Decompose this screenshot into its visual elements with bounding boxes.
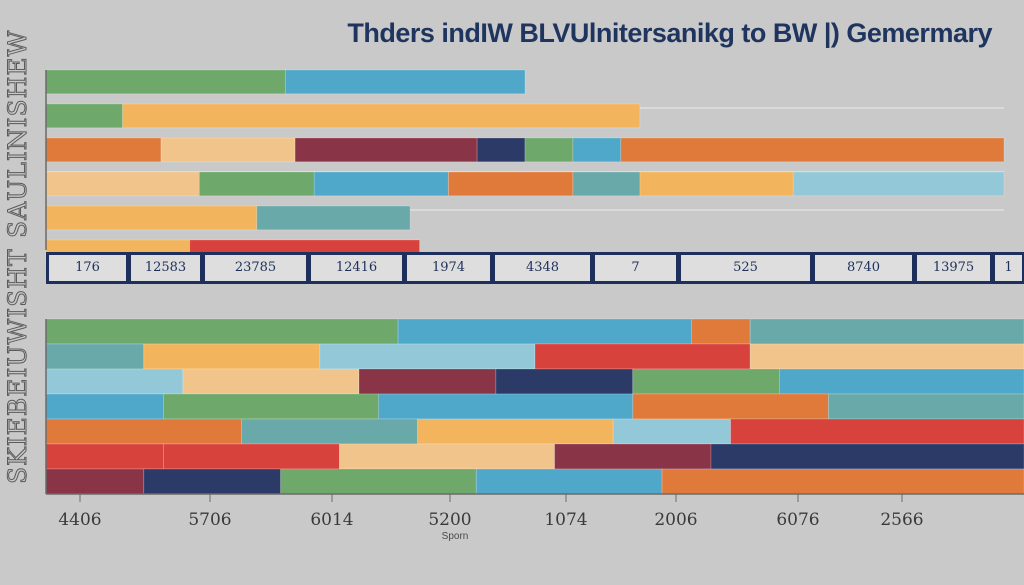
bar-segment — [534, 343, 751, 370]
bar-segment — [417, 418, 614, 445]
strip-label: 23785 — [205, 255, 308, 281]
bar-segment — [572, 171, 641, 197]
bar-segment — [495, 368, 634, 395]
bar-segment — [45, 443, 164, 470]
chart-title: Thders indIW BLVUlnitersanikg to BW |) G… — [347, 18, 992, 48]
strip-label: 12416 — [311, 255, 404, 281]
bar-segment — [45, 69, 286, 95]
x-tick-label: 4406 — [58, 510, 102, 530]
bar-segment — [476, 137, 526, 163]
bar-segment — [162, 443, 340, 470]
bar-segment — [749, 343, 1024, 370]
bar-segment — [338, 443, 555, 470]
bar-segment — [160, 137, 296, 163]
bar-segment — [749, 318, 1024, 345]
strip-label: 525 — [681, 255, 812, 281]
bar-segment — [554, 443, 712, 470]
bar-segment — [198, 171, 315, 197]
bar-segment — [475, 468, 663, 495]
x-tick-label: 1074 — [544, 510, 588, 530]
bar-segment — [45, 318, 399, 345]
bar-segment — [632, 368, 780, 395]
bar-segment — [612, 418, 732, 445]
x-tick-label: 6014 — [310, 510, 354, 530]
strip-label: 12583 — [131, 255, 202, 281]
bar-segment — [828, 393, 1024, 420]
bar-segment — [661, 468, 1024, 495]
bar-segment — [620, 137, 1005, 163]
x-tick-label: 5200 — [428, 510, 472, 530]
bar-segment — [378, 393, 634, 420]
bar-segment — [397, 318, 692, 345]
strip-label: 1974 — [407, 255, 492, 281]
value-strip: 176 12583 23785 12416 1974 4348 7 525 8740 13975 1 — [46, 252, 1024, 284]
strip-label: 7 — [595, 255, 678, 281]
bar-segment — [319, 343, 536, 370]
bar-segment — [632, 393, 829, 420]
bar-segment — [143, 468, 282, 495]
strip-label: 8740 — [815, 255, 914, 281]
bar-segment — [45, 137, 162, 163]
x-tick-label: 5706 — [188, 510, 232, 530]
bar-segment — [241, 418, 419, 445]
bar-segment — [792, 171, 1005, 197]
bar-segment — [358, 368, 497, 395]
bar-segment — [447, 171, 574, 197]
bar-segment — [256, 205, 411, 231]
x-tick-label: 6076 — [776, 510, 820, 530]
bar-segment — [182, 368, 360, 395]
x-tick-label: 2566 — [880, 510, 924, 530]
bar-segment — [313, 171, 449, 197]
bar-segment — [45, 343, 145, 370]
bar-segment — [45, 368, 184, 395]
bar-segment — [45, 205, 258, 231]
bar-segment — [710, 443, 1024, 470]
bar-segment — [524, 137, 574, 163]
bar-segment — [572, 137, 622, 163]
bar-segment — [285, 69, 526, 95]
bar-segment — [45, 103, 123, 129]
bar-segment — [691, 318, 751, 345]
bar-segment — [294, 137, 478, 163]
bar-segment — [45, 418, 243, 445]
x-tick-label: 2006 — [654, 510, 698, 530]
bar-segment — [280, 468, 477, 495]
strip-label: 4348 — [495, 255, 592, 281]
bar-segment — [143, 343, 321, 370]
bars-layer — [45, 69, 1024, 495]
strip-label: 13975 — [917, 255, 992, 281]
bar-segment — [779, 368, 1024, 395]
bar-segment — [122, 103, 641, 129]
strip-label: 176 — [49, 255, 128, 281]
bar-segment — [162, 393, 379, 420]
bar-segment — [45, 468, 145, 495]
bar-segment — [639, 171, 794, 197]
x-axis-label: Sporn — [441, 531, 469, 542]
bar-segment — [45, 171, 200, 197]
bar-segment — [730, 418, 1024, 445]
bar-segment — [45, 393, 164, 420]
axes-layer — [45, 70, 1024, 502]
strip-label: 1 — [995, 255, 1024, 281]
